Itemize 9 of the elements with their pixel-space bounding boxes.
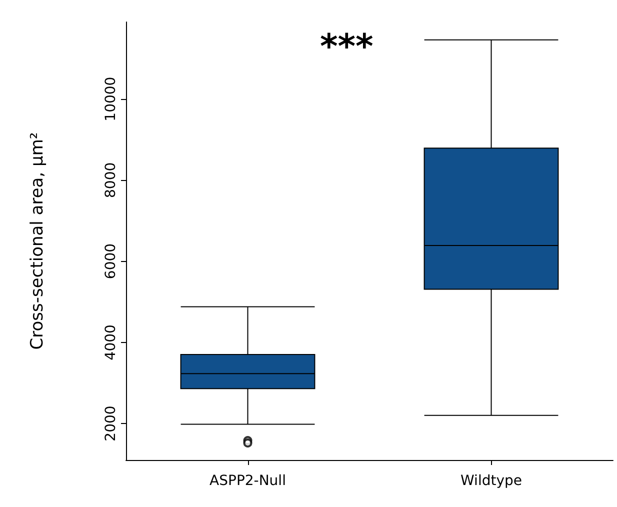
y-tick-label: 6000 [103, 243, 119, 280]
x-tick-label: ASPP2-Null [210, 473, 286, 489]
y-tick-label: 8000 [103, 162, 119, 198]
annotation: *** [320, 27, 374, 67]
x-tick-label: Wildtype [460, 473, 522, 489]
y-tick-label: 2000 [103, 406, 119, 442]
y-axis-title: Cross-sectional area, µm² [28, 132, 48, 350]
y-tick-label: 4000 [103, 324, 119, 360]
y-tick-label: 10000 [103, 76, 119, 122]
